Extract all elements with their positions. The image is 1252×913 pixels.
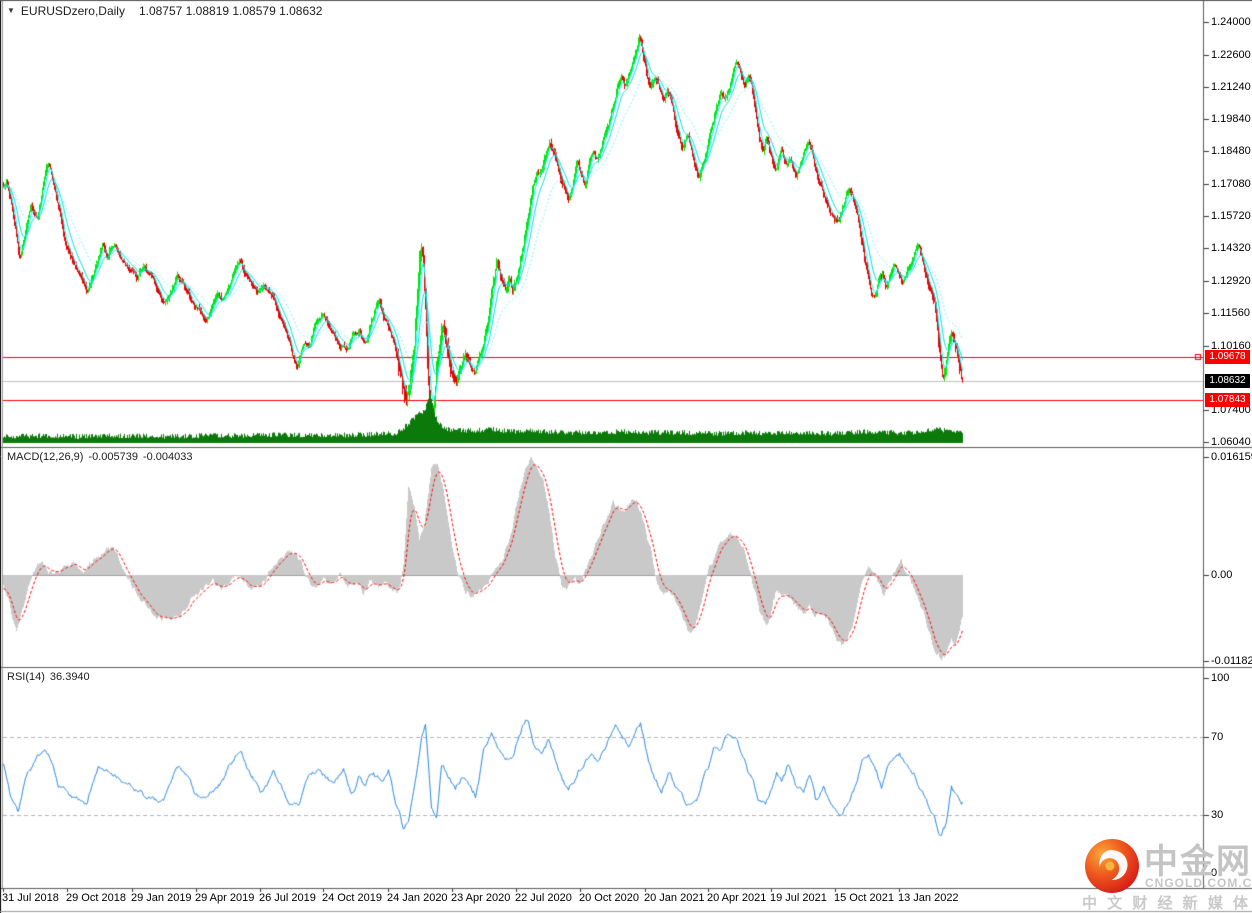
cngold-domain: CNGOLD.COM.CN [1145, 876, 1252, 890]
cngold-title: 中金网 [1144, 843, 1252, 881]
cngold-watermark: 中金网 CNGOLD.COM.CN 中 文 财 经 新 媒 体 [1082, 836, 1252, 912]
cngold-tagline: 中 文 财 经 新 媒 体 [1082, 895, 1252, 912]
cngold-logo-icon [1085, 839, 1139, 893]
